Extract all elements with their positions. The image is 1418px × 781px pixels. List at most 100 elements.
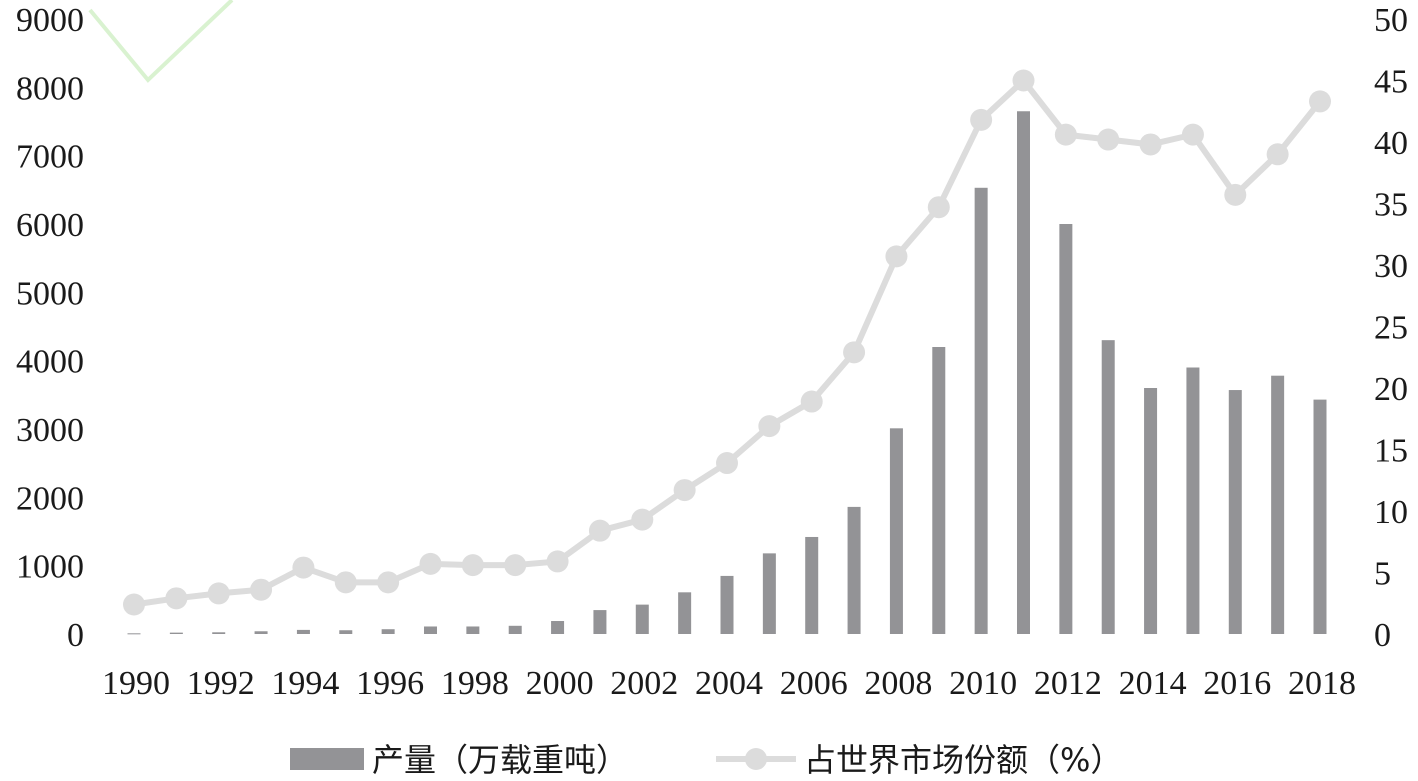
bar-2012 — [1059, 224, 1073, 634]
bar-1994 — [296, 629, 310, 634]
y-right-tick-label: 45 — [1374, 64, 1408, 101]
legend-bar-label: 产量（万载重吨） — [372, 741, 628, 779]
bar-2018 — [1313, 399, 1327, 634]
share-point-1994 — [292, 556, 315, 579]
y-right-tick-label: 10 — [1374, 494, 1408, 531]
y-left-tick-label: 4000 — [16, 344, 84, 381]
bar-2001 — [593, 610, 607, 634]
share-point-1992 — [207, 582, 230, 605]
y-left-tick-label: 7000 — [16, 139, 84, 176]
x-tick-label: 2014 — [1119, 665, 1187, 702]
y-right-tick-label: 35 — [1374, 187, 1408, 224]
x-tick-label: 1998 — [441, 665, 509, 702]
share-point-2010 — [970, 108, 993, 131]
share-point-2001 — [588, 519, 611, 542]
legend-bar-swatch — [290, 748, 364, 770]
share-point-2008 — [885, 245, 908, 268]
y-left-tick-label: 1000 — [16, 549, 84, 586]
x-tick-label: 2002 — [610, 665, 678, 702]
bar-series — [127, 111, 1327, 635]
share-point-1998 — [461, 554, 484, 577]
x-tick-label: 2016 — [1203, 665, 1271, 702]
share-point-2006 — [800, 390, 823, 413]
share-point-2012 — [1054, 123, 1077, 146]
share-point-1990 — [123, 593, 145, 616]
share-point-1996 — [377, 571, 400, 594]
bar-2013 — [1101, 340, 1115, 634]
share-point-2000 — [546, 550, 569, 573]
y-right-tick-label: 20 — [1374, 371, 1408, 408]
y-left-tick-label: 2000 — [16, 480, 84, 517]
share-line — [133, 77, 1323, 608]
share-point-2004 — [716, 452, 738, 475]
share-point-2016 — [1224, 183, 1247, 206]
bar-2015 — [1186, 367, 1200, 634]
share-point-2007 — [843, 341, 866, 364]
share-point-2013 — [1097, 128, 1120, 151]
bar-2010 — [974, 187, 988, 635]
x-tick-label: 2010 — [949, 665, 1017, 702]
bar-1991 — [169, 632, 183, 634]
bar-1990 — [127, 633, 141, 635]
share-point-2003 — [673, 479, 696, 502]
share-point-1997 — [419, 552, 442, 575]
bar-2017 — [1271, 375, 1285, 634]
bar-2000 — [551, 621, 565, 634]
bar-1996 — [381, 629, 395, 634]
x-tick-label: 2000 — [526, 665, 594, 702]
y-right-tick-label: 50 — [1374, 2, 1408, 39]
x-tick-label: 1994 — [271, 665, 339, 702]
x-tick-label: 2008 — [864, 665, 932, 702]
y-left-tick-label: 0 — [67, 617, 84, 654]
x-tick-label: 2018 — [1288, 665, 1356, 702]
bar-2014 — [1144, 388, 1158, 634]
line-series — [123, 69, 1331, 616]
bar-1995 — [339, 630, 353, 634]
y-right-axis-ticks: 0 5 10 15 20 25 30 35 40 45 50 — [1374, 2, 1408, 654]
share-point-1991 — [165, 587, 188, 610]
share-point-2011 — [1012, 69, 1035, 92]
share-point-1993 — [250, 578, 273, 601]
bar-1999 — [508, 625, 522, 634]
share-point-2018 — [1309, 90, 1331, 113]
bar-2004 — [720, 575, 734, 634]
bar-2011 — [1017, 111, 1030, 634]
y-right-tick-label: 0 — [1374, 617, 1391, 654]
legend-line-label: 占世界市场份额（%） — [804, 741, 1122, 779]
x-axis-ticks: 1990 1992 1994 1996 1998 2000 2002 2004 2006 2008… — [102, 665, 1356, 702]
x-tick-label: 2004 — [695, 665, 763, 702]
share-point-1999 — [504, 554, 527, 577]
share-point-2014 — [1139, 133, 1162, 156]
y-left-tick-label: 3000 — [16, 412, 84, 449]
bar-2002 — [635, 604, 649, 634]
share-point-2005 — [758, 415, 781, 438]
decorative-green-stroke — [88, 0, 234, 83]
bar-2009 — [932, 347, 946, 634]
y-right-tick-label: 5 — [1374, 556, 1391, 593]
x-tick-label: 2006 — [780, 665, 848, 702]
y-right-tick-label: 40 — [1374, 125, 1408, 162]
share-point-2002 — [631, 508, 654, 531]
x-tick-label: 1990 — [102, 665, 170, 702]
x-tick-label: 1992 — [187, 665, 255, 702]
y-left-tick-label: 5000 — [16, 275, 84, 312]
y-left-tick-label: 6000 — [16, 207, 84, 244]
y-left-tick-label: 9000 — [16, 2, 84, 39]
bar-1993 — [254, 631, 268, 634]
bar-2007 — [847, 506, 861, 634]
share-point-2017 — [1266, 143, 1289, 166]
x-tick-label: 2012 — [1034, 665, 1102, 702]
bar-2008 — [889, 428, 903, 634]
bar-1992 — [212, 632, 226, 634]
y-right-tick-label: 15 — [1374, 433, 1408, 470]
y-left-tick-label: 8000 — [16, 70, 84, 107]
bar-2003 — [678, 592, 692, 634]
share-point-1995 — [334, 571, 357, 594]
y-right-tick-label: 30 — [1374, 248, 1408, 285]
legend: 产量（万载重吨） 占世界市场份额（%） — [290, 741, 1122, 779]
bar-1997 — [424, 626, 437, 634]
share-point-2015 — [1181, 123, 1204, 146]
share-point-2009 — [927, 196, 950, 219]
legend-line-marker — [745, 748, 767, 770]
